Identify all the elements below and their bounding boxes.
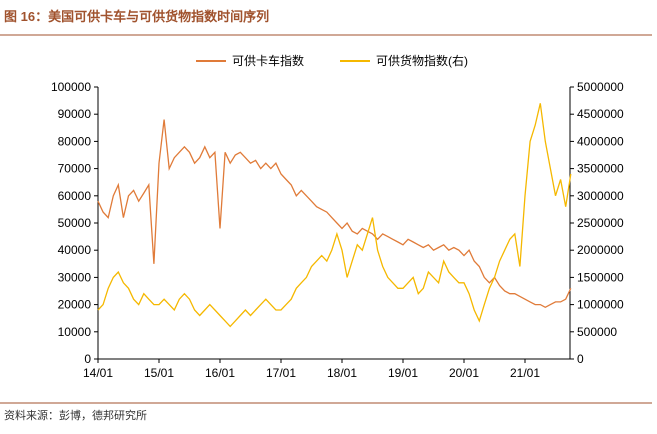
series-line — [97, 103, 572, 328]
y2-tick-label: 3000000 — [577, 189, 624, 203]
y2-tick-label: 500000 — [577, 325, 617, 339]
y2-tick-label: 2500000 — [577, 216, 624, 230]
y2-tick-label: 1500000 — [577, 270, 624, 284]
y-tick-label: 60000 — [58, 189, 92, 203]
x-tick-label: 19/01 — [388, 366, 418, 380]
y-tick-label: 10000 — [58, 325, 92, 339]
x-tick-label: 16/01 — [205, 366, 235, 380]
y-tick-label: 20000 — [58, 298, 92, 312]
y-tick-label: 70000 — [58, 162, 92, 176]
y-tick-label: 80000 — [58, 134, 92, 148]
x-tick-label: 15/01 — [144, 366, 174, 380]
x-tick-label: 18/01 — [327, 366, 357, 380]
legend-label: 可供货物指数(右) — [376, 53, 468, 68]
chart-title: 图 16：美国可供卡车与可供货物指数时间序列 — [4, 9, 269, 24]
y2-tick-label: 4000000 — [577, 134, 624, 148]
y-tick-label: 90000 — [58, 107, 92, 121]
y2-tick-label: 5000000 — [577, 80, 624, 94]
y-tick-label: 0 — [84, 352, 91, 366]
series-line — [97, 119, 572, 309]
y2-tick-label: 1000000 — [577, 298, 624, 312]
y2-tick-label: 3500000 — [577, 162, 624, 176]
y-tick-label: 40000 — [58, 243, 92, 257]
y2-tick-label: 0 — [577, 352, 584, 366]
y-tick-label: 100000 — [51, 80, 91, 94]
y2-tick-label: 2000000 — [577, 243, 624, 257]
y-tick-label: 30000 — [58, 270, 92, 284]
y-tick-label: 50000 — [58, 216, 92, 230]
x-tick-label: 21/01 — [510, 366, 540, 380]
x-tick-label: 14/01 — [83, 366, 113, 380]
source: 资料来源：彭博，德邦研究所 — [4, 408, 147, 422]
x-tick-label: 20/01 — [449, 366, 479, 380]
y2-tick-label: 4500000 — [577, 107, 624, 121]
legend-label: 可供卡车指数 — [232, 53, 304, 68]
x-tick-label: 17/01 — [266, 366, 296, 380]
